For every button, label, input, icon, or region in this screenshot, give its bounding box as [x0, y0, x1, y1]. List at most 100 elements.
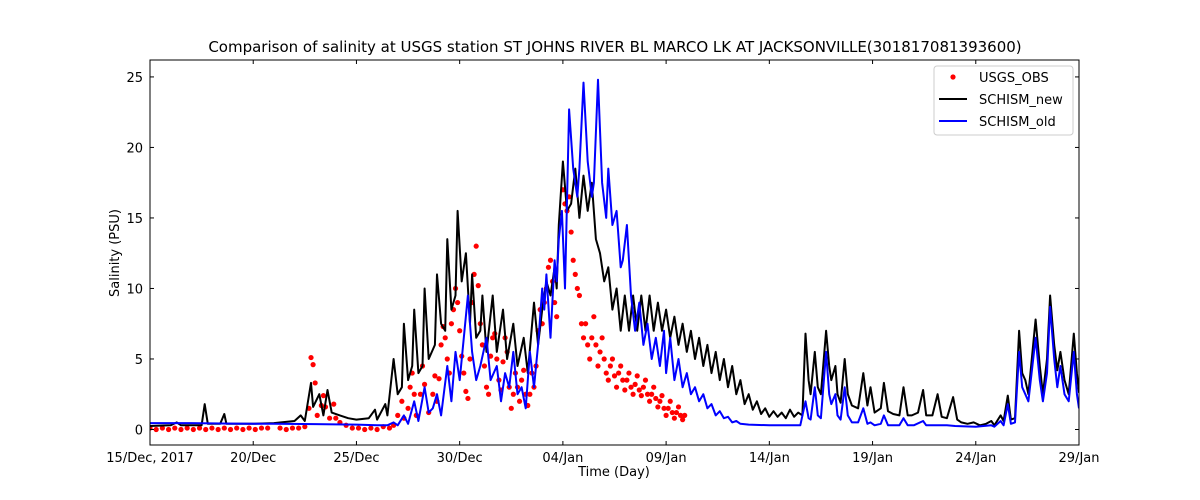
data-point — [172, 425, 178, 431]
data-point — [682, 412, 688, 418]
data-point — [632, 381, 638, 387]
data-point — [289, 425, 296, 431]
axes-frame — [149, 59, 1080, 446]
x-axis-label: Time (Day) — [577, 465, 650, 480]
data-point — [190, 426, 196, 433]
data-point — [417, 391, 424, 397]
data-point — [601, 356, 607, 362]
data-point — [521, 367, 527, 373]
y-tick-label: 15 — [126, 212, 143, 227]
data-point — [659, 393, 665, 399]
y-tick-label: 25 — [126, 71, 143, 86]
data-point — [630, 391, 636, 397]
data-point — [368, 425, 374, 431]
data-point — [209, 425, 215, 431]
legend: USGS_OBS SCHISM_new SCHISM_old — [933, 65, 1074, 136]
data-point — [178, 426, 184, 433]
x-tick-label: 15/Dec, 2017 — [106, 451, 193, 466]
data-point — [638, 393, 644, 399]
data-point — [405, 405, 411, 411]
x-tick-label: 29/Jan — [1059, 451, 1100, 466]
data-point — [494, 356, 500, 362]
data-point — [622, 387, 628, 393]
data-point — [308, 354, 314, 361]
chart-title: Comparison of salinity at USGS station S… — [208, 38, 1021, 56]
data-point — [463, 388, 469, 395]
data-point — [165, 426, 172, 433]
data-point — [283, 426, 289, 433]
data-point — [277, 425, 283, 431]
data-point — [485, 391, 492, 397]
series-layer — [150, 78, 1079, 433]
data-point — [618, 363, 624, 369]
data-point — [585, 342, 591, 348]
data-point — [655, 404, 661, 410]
data-point — [634, 373, 640, 379]
x-tick-label: 19/Jan — [852, 451, 893, 466]
data-point — [646, 398, 653, 404]
data-point — [362, 426, 368, 433]
data-point — [349, 425, 355, 431]
data-point — [312, 380, 318, 386]
data-point — [221, 425, 227, 431]
data-point — [673, 409, 680, 416]
data-point — [252, 426, 258, 433]
data-point — [386, 425, 393, 431]
data-point — [603, 370, 609, 376]
data-point — [184, 425, 190, 431]
legend-label-schism-old: SCHISM_old — [979, 115, 1056, 130]
series-line-schism-old — [150, 78, 1079, 428]
data-point — [240, 426, 246, 433]
y-tick-label: 0 — [135, 423, 143, 438]
data-point — [331, 401, 337, 407]
data-point — [578, 321, 585, 327]
data-point — [527, 391, 533, 397]
data-point — [455, 299, 461, 306]
x-axis: 15/Dec, 2017 20/Dec 25/Dec 30/Dec 04/Jan 09/J… — [106, 60, 1099, 466]
data-point — [516, 398, 523, 404]
data-point — [644, 391, 651, 397]
data-point — [333, 415, 339, 421]
data-point — [196, 425, 203, 431]
data-point — [607, 363, 613, 369]
data-point — [473, 243, 479, 249]
data-point — [355, 425, 362, 431]
data-point — [576, 292, 583, 299]
data-point — [591, 314, 597, 320]
data-point — [430, 391, 436, 397]
y-axis: 0 5 10 15 20 25 — [126, 71, 1079, 438]
data-point — [597, 349, 603, 355]
x-tick-label: 20/Dec — [230, 451, 276, 466]
data-point — [265, 425, 271, 431]
data-point — [442, 335, 448, 341]
data-point — [374, 426, 380, 433]
data-point — [314, 412, 320, 418]
data-point — [258, 425, 265, 431]
y-tick-label: 5 — [135, 353, 143, 368]
data-point — [421, 381, 428, 387]
data-point — [620, 377, 626, 383]
data-point — [227, 426, 234, 433]
data-point — [657, 398, 663, 404]
data-point — [671, 415, 677, 421]
data-point — [572, 271, 578, 277]
data-point — [467, 356, 473, 362]
data-point — [457, 328, 463, 334]
x-tick-label: 14/Jan — [749, 451, 790, 466]
x-tick-label: 30/Dec — [437, 451, 483, 466]
data-point — [628, 384, 634, 390]
data-point — [508, 405, 514, 411]
y-axis-label: Salinity (PSU) — [108, 209, 123, 297]
data-point — [399, 398, 405, 404]
data-point — [665, 405, 671, 411]
data-point — [587, 356, 593, 362]
data-point — [661, 405, 667, 411]
data-point — [626, 370, 632, 376]
legend-label-usgs-obs: USGS_OBS — [979, 71, 1049, 86]
x-tick-label: 09/Jan — [646, 451, 687, 466]
data-point — [640, 384, 647, 390]
data-point — [438, 342, 444, 348]
data-point — [327, 415, 333, 421]
plot-area — [149, 59, 1080, 446]
